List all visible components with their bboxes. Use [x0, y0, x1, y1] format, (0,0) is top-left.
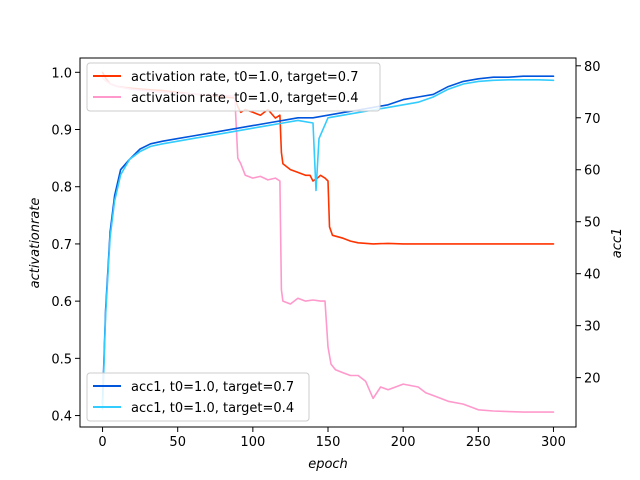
- y-left-tick-label: 0.9: [51, 124, 72, 139]
- y-right-tick-label: 30: [584, 320, 601, 335]
- legend-acc1: acc1, t0=1.0, target=0.7 acc1, t0=1.0, t…: [86, 372, 310, 422]
- y-left-tick-label: 0.5: [51, 352, 72, 367]
- legend-activation-rate-box: [86, 62, 381, 112]
- y-left-tick-label: 0.4: [51, 410, 72, 425]
- x-tick-label: 300: [541, 435, 566, 450]
- x-tick-label: 150: [316, 435, 341, 450]
- y-right-tick-label: 50: [584, 216, 601, 231]
- x-tick-label: 250: [466, 435, 491, 450]
- y-right-tick-label: 70: [584, 112, 601, 127]
- y-left-tick-label: 0.8: [51, 181, 72, 196]
- y-left-tick-label: 0.6: [51, 295, 72, 310]
- y-right-axis-label: acc1: [610, 228, 625, 259]
- y-left-tick-label: 1.0: [51, 66, 72, 81]
- series-line-3: [101, 75, 555, 405]
- legend-activation-rate: activation rate, t0=1.0, target=0.7 acti…: [86, 62, 381, 112]
- y-left-tick-label: 0.7: [51, 238, 72, 253]
- y-right-axis-ticks: 20 30 40 50 60 70 80: [576, 60, 601, 387]
- legend-label: activation rate, t0=1.0, target=0.4: [131, 91, 358, 106]
- x-axis-ticks: 0 50 100 150 200 250 300: [98, 427, 566, 450]
- y-left-axis-label: activationrate: [28, 198, 43, 289]
- y-right-tick-label: 20: [584, 372, 601, 387]
- legend-label: activation rate, t0=1.0, target=0.7: [131, 70, 358, 85]
- legend-label: acc1, t0=1.0, target=0.4: [131, 401, 294, 416]
- x-tick-label: 0: [98, 435, 106, 450]
- series-line-4: [101, 79, 555, 410]
- legend-label: acc1, t0=1.0, target=0.7: [131, 380, 294, 395]
- y-right-tick-label: 60: [584, 164, 601, 179]
- x-tick-label: 100: [240, 435, 265, 450]
- x-tick-label: 200: [391, 435, 416, 450]
- legend-acc1-box: [86, 372, 310, 422]
- x-axis-label: epoch: [308, 457, 348, 472]
- y-right-tick-label: 80: [584, 60, 601, 75]
- y-right-tick-label: 40: [584, 268, 601, 283]
- y-left-axis-ticks: 0.4 0.5 0.6 0.7 0.8 0.9 1.0: [51, 66, 80, 425]
- x-tick-label: 50: [169, 435, 186, 450]
